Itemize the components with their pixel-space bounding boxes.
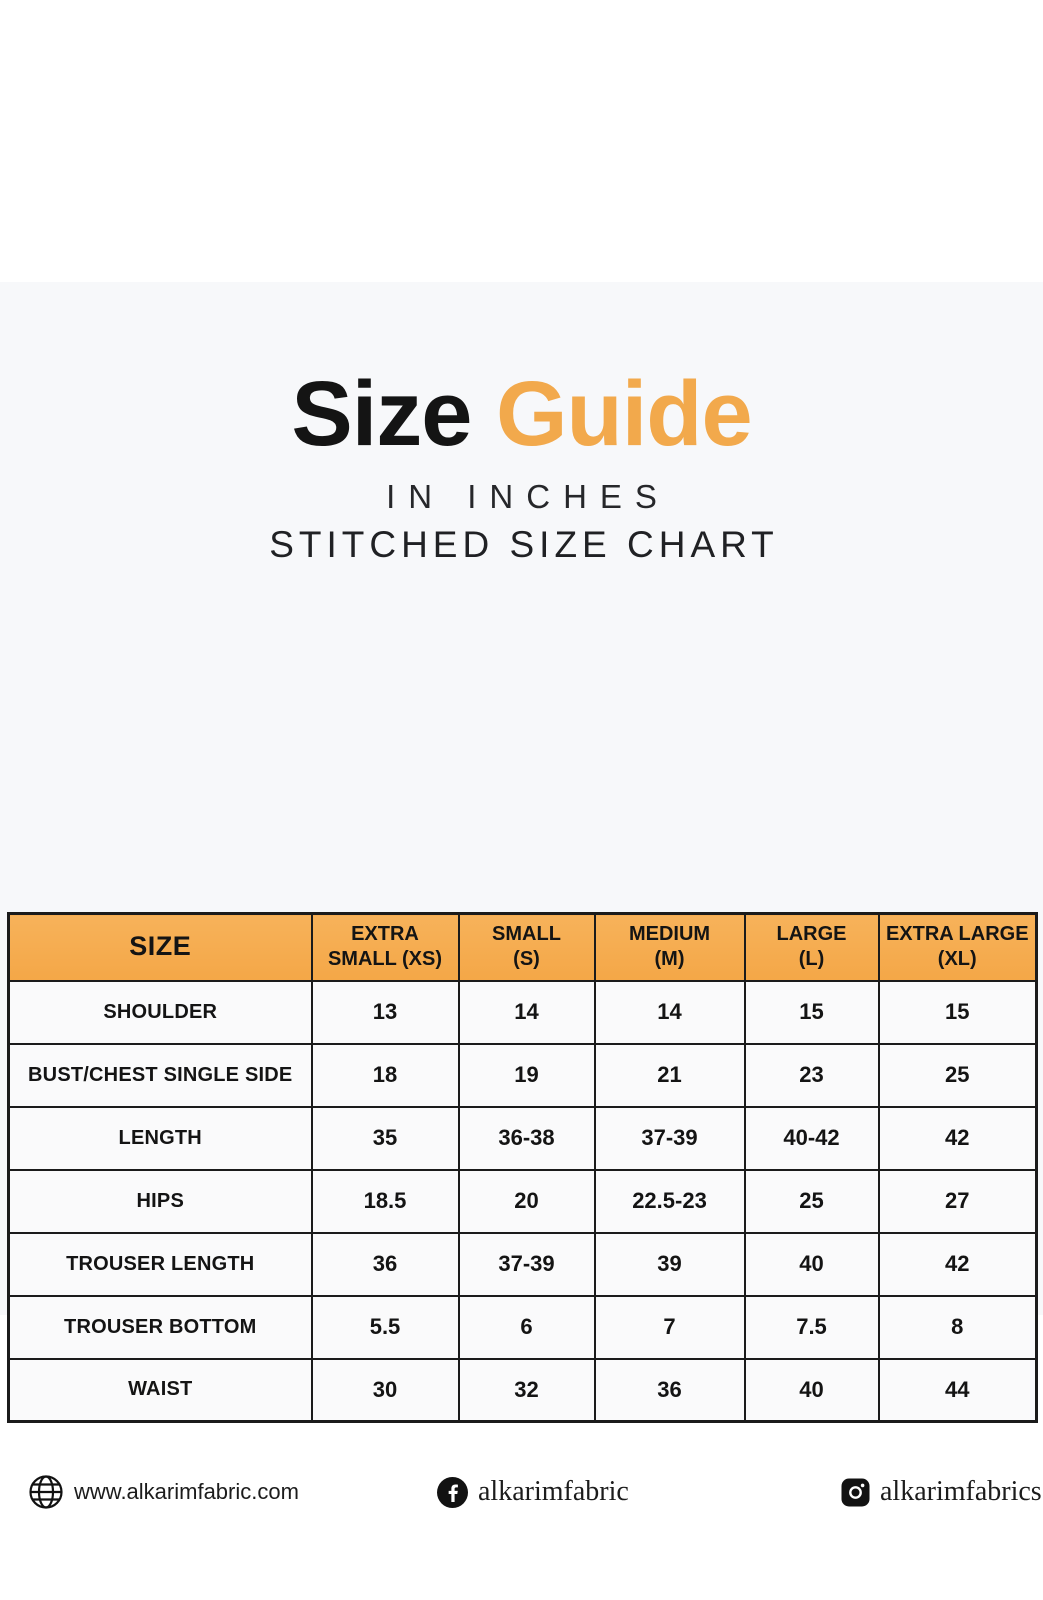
column-header-small: SMALL (S): [457, 912, 596, 982]
size-chart-header-row: SIZE EXTRA SMALL (XS) SMALL (S) MEDIUM (…: [7, 912, 1038, 982]
cell-value: 36: [310, 1231, 460, 1297]
cell-value: 35: [310, 1105, 460, 1171]
cell-value: 15: [743, 979, 880, 1045]
title-word-size: Size: [291, 363, 472, 465]
cell-value: 18: [310, 1042, 460, 1108]
cell-value: 40-42: [743, 1105, 880, 1171]
cell-value: 25: [743, 1168, 880, 1234]
globe-icon: [28, 1474, 64, 1510]
cell-value: 37-39: [457, 1231, 596, 1297]
cell-value: 7: [593, 1294, 746, 1360]
cell-value: 21: [593, 1042, 746, 1108]
facebook-username: alkarimfabric: [478, 1476, 629, 1507]
cell-value: 23: [743, 1042, 880, 1108]
cell-value: 22.5-23: [593, 1168, 746, 1234]
cell-value: 27: [877, 1168, 1038, 1234]
cell-value: 39: [593, 1231, 746, 1297]
cell-value: 19: [457, 1042, 596, 1108]
subtitle-stitched-size-chart: STITCHED SIZE CHART: [269, 524, 779, 565]
size-chart-table: SIZE EXTRA SMALL (XS) SMALL (S) MEDIUM (…: [7, 912, 1038, 1423]
column-header-medium: MEDIUM (M): [593, 912, 746, 982]
cell-value: 8: [877, 1294, 1038, 1360]
cell-value: 15: [877, 979, 1038, 1045]
instagram-username: alkarimfabrics: [880, 1476, 1042, 1507]
table-row-trouser-bottom: TROUSER BOTTOM 5.5 6 7 7.5 8: [7, 1294, 1038, 1360]
row-label: TROUSER BOTTOM: [7, 1294, 313, 1360]
cell-value: 44: [877, 1357, 1038, 1423]
cell-value: 40: [743, 1231, 880, 1297]
subtitle-in-inches: IN INCHES: [386, 478, 670, 515]
row-label: BUST/CHEST SINGLE SIDE: [7, 1042, 313, 1108]
cell-value: 36-38: [457, 1105, 596, 1171]
cell-value: 42: [877, 1105, 1038, 1171]
row-label: TROUSER LENGTH: [7, 1231, 313, 1297]
cell-value: 20: [457, 1168, 596, 1234]
table-row-bust-chest: BUST/CHEST SINGLE SIDE 18 19 21 23 25: [7, 1042, 1038, 1108]
footer: www.alkarimfabric.com alkarimfabric: [0, 1467, 1043, 1517]
cell-value: 14: [457, 979, 596, 1045]
size-guide-card: Size Guide IN INCHES STITCHED SIZE CHART…: [0, 282, 1043, 1509]
page-title: Size Guide: [0, 368, 1043, 460]
column-header-extra-large: EXTRA LARGE (XL): [877, 912, 1038, 982]
cell-value: 18.5: [310, 1168, 460, 1234]
cell-value: 5.5: [310, 1294, 460, 1360]
row-label: HIPS: [7, 1168, 313, 1234]
cell-value: 36: [593, 1357, 746, 1423]
column-header-size: SIZE: [7, 912, 313, 982]
facebook-icon: [437, 1476, 468, 1508]
table-row-shoulder: SHOULDER 13 14 14 15 15: [7, 979, 1038, 1045]
website-url: www.alkarimfabric.com: [74, 1479, 299, 1504]
row-label: WAIST: [7, 1357, 313, 1423]
title-word-guide: Guide: [495, 363, 753, 465]
row-label: SHOULDER: [7, 979, 313, 1045]
table-row-hips: HIPS 18.5 20 22.5-23 25 27: [7, 1168, 1038, 1234]
cell-value: 13: [310, 979, 460, 1045]
website-link: www.alkarimfabric.com: [28, 1467, 299, 1517]
cell-value: 25: [877, 1042, 1038, 1108]
table-row-waist: WAIST 30 32 36 40 44: [7, 1357, 1038, 1423]
facebook-handle: alkarimfabric: [437, 1467, 629, 1517]
table-row-length: LENGTH 35 36-38 37-39 40-42 42: [7, 1105, 1038, 1171]
cell-value: 6: [457, 1294, 596, 1360]
column-header-large: LARGE (L): [743, 912, 880, 982]
cell-value: 40: [743, 1357, 880, 1423]
cell-value: 7.5: [743, 1294, 880, 1360]
cell-value: 14: [593, 979, 746, 1045]
table-row-trouser-length: TROUSER LENGTH 36 37-39 39 40 42: [7, 1231, 1038, 1297]
column-header-extra-small: EXTRA SMALL (XS): [310, 912, 460, 982]
instagram-handle: alkarimfabrics: [841, 1467, 1042, 1517]
row-label: LENGTH: [7, 1105, 313, 1171]
title-block: Size Guide IN INCHES STITCHED SIZE CHART: [0, 282, 1043, 566]
instagram-icon: [841, 1478, 870, 1507]
cell-value: 37-39: [593, 1105, 746, 1171]
cell-value: 30: [310, 1357, 460, 1423]
cell-value: 42: [877, 1231, 1038, 1297]
cell-value: 32: [457, 1357, 596, 1423]
